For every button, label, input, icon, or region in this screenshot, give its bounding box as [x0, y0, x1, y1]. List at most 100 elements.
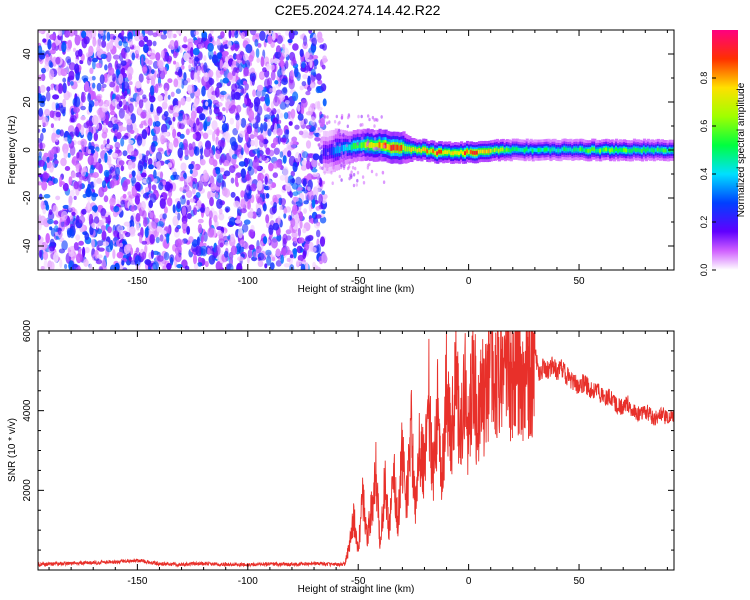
noise-blob: [63, 149, 69, 159]
noise-blob: [240, 198, 246, 208]
signal-cell: [348, 144, 352, 151]
noise-blob: [299, 220, 303, 229]
noise-blob: [379, 153, 383, 158]
noise-blob: [88, 213, 94, 225]
noise-blob: [217, 139, 225, 147]
noise-blob: [53, 220, 59, 225]
noise-blob: [138, 40, 145, 47]
noise-blob: [111, 153, 119, 158]
noise-blob: [201, 85, 206, 97]
noise-blob: [96, 177, 103, 184]
noise-blob: [170, 167, 177, 173]
noise-blob: [270, 101, 275, 111]
noise-blob: [225, 56, 229, 63]
noise-blob: [81, 91, 86, 97]
noise-blob: [108, 40, 114, 50]
noise-blob: [220, 97, 225, 102]
noise-blob: [149, 95, 156, 103]
noise-blob: [233, 200, 240, 208]
noise-blob: [74, 96, 81, 108]
noise-blob: [110, 195, 116, 203]
noise-blob: [140, 111, 147, 119]
noise-blob: [309, 58, 313, 69]
noise-blob: [145, 100, 151, 111]
noise-blob: [333, 119, 337, 124]
noise-blob: [319, 117, 325, 128]
noise-blob: [103, 169, 110, 178]
noise-blob: [181, 194, 186, 200]
noise-blob: [152, 250, 159, 255]
noise-blob: [100, 208, 107, 217]
signal-cell: [374, 143, 378, 149]
noise-blob: [148, 52, 156, 60]
noise-blob: [231, 153, 238, 160]
noise-blob: [181, 220, 188, 231]
noise-blob: [138, 153, 143, 160]
noise-blob: [98, 266, 104, 270]
noise-blob: [129, 97, 136, 102]
noise-blob: [127, 160, 133, 171]
noise-blob: [122, 150, 128, 157]
noise-blob: [184, 265, 190, 270]
noise-blob: [249, 30, 257, 36]
x-tick-label: 50: [573, 576, 585, 587]
noise-blob: [236, 215, 241, 220]
noise-blob: [243, 242, 249, 250]
noise-blob: [130, 176, 137, 184]
noise-blob: [269, 262, 275, 270]
noise-blob: [138, 99, 144, 109]
noise-blob: [70, 81, 74, 86]
noise-blob: [172, 128, 177, 139]
noise-blob: [55, 195, 61, 201]
noise-blob: [317, 162, 321, 166]
noise-blob: [271, 256, 276, 262]
noise-blob: [340, 178, 343, 182]
signal-cell: [338, 145, 342, 153]
noise-blob: [269, 64, 275, 71]
noise-blob: [216, 198, 223, 209]
noise-blob: [299, 85, 304, 91]
noise-blob: [62, 98, 67, 108]
noise-blob: [91, 205, 98, 212]
noise-blob: [82, 246, 86, 258]
noise-blob: [285, 182, 292, 192]
noise-blob: [87, 149, 92, 155]
noise-blob: [38, 128, 41, 133]
noise-blob: [265, 214, 270, 224]
noise-blob: [293, 247, 297, 259]
noise-blob: [163, 95, 168, 103]
noise-blob: [274, 51, 282, 59]
noise-blob: [292, 43, 299, 51]
noise-blob: [235, 54, 243, 60]
noise-blob: [122, 181, 128, 192]
noise-blob: [135, 212, 141, 222]
signal-cell: [662, 148, 666, 153]
noise-blob: [47, 39, 52, 50]
y-tick-label: -40: [22, 238, 33, 253]
noise-blob: [294, 124, 300, 130]
noise-blob: [316, 244, 321, 254]
noise-blob: [269, 111, 275, 117]
noise-blob: [217, 111, 223, 121]
noise-blob: [172, 116, 176, 122]
noise-blob: [276, 127, 283, 136]
bottom-y-axis-label: SNR (10 * v/v): [7, 418, 18, 482]
noise-blob: [219, 242, 224, 248]
noise-blob: [376, 146, 379, 151]
noise-blob: [153, 169, 157, 179]
signal-cell: [523, 148, 527, 153]
noise-blob: [236, 104, 242, 113]
noise-blob: [301, 160, 307, 165]
noise-blob: [348, 138, 351, 143]
noise-blob: [240, 117, 247, 128]
signal-cell: [468, 150, 472, 154]
noise-blob: [299, 34, 304, 40]
noise-blob: [279, 174, 286, 181]
y-tick-label: 40: [22, 48, 33, 60]
noise-blob: [185, 96, 192, 102]
noise-blob: [152, 261, 159, 270]
signal-cell: [583, 148, 587, 153]
noise-blob: [230, 245, 238, 256]
noise-blob: [128, 81, 133, 86]
noise-blob: [91, 222, 96, 229]
